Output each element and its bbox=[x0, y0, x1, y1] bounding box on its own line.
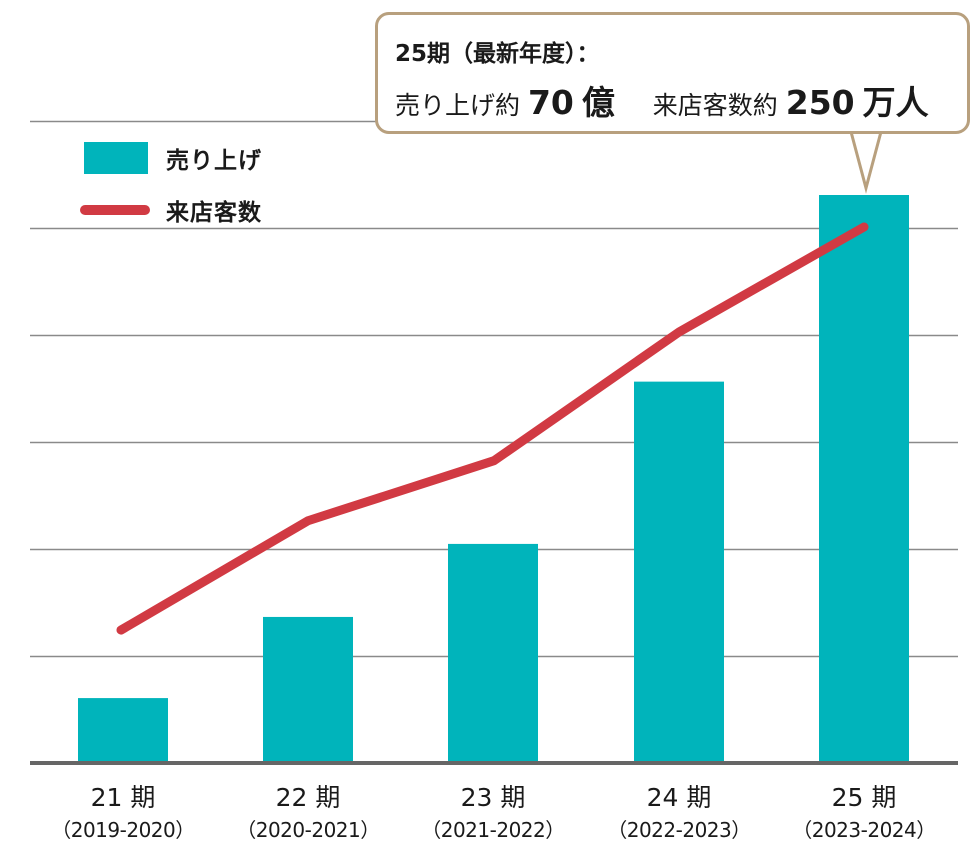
callout-box bbox=[375, 12, 970, 134]
period-label: 23 期 bbox=[460, 783, 526, 812]
x-label-23: 23 期 （2021-2022） bbox=[403, 782, 583, 846]
callout-title: 25期（最新年度）： bbox=[395, 41, 600, 67]
legend-item-customers: 来店客数 bbox=[80, 184, 262, 236]
customers-line bbox=[116, 222, 869, 635]
x-label-21: 21 期 （2019-2020） bbox=[33, 782, 213, 846]
years-label: （2022-2023） bbox=[607, 818, 751, 842]
x-label-24: 24 期 （2022-2023） bbox=[589, 782, 769, 846]
sales-bars bbox=[78, 195, 909, 763]
callout-summary: 売り上げ約 70 億 来店客数約 250 万人 bbox=[395, 76, 929, 124]
callout-sales-unit: 億 bbox=[581, 83, 615, 122]
sales-bar bbox=[263, 616, 353, 763]
period-label: 24 期 bbox=[646, 783, 712, 812]
years-label: （2021-2022） bbox=[421, 818, 565, 842]
period-label: 25 期 bbox=[831, 783, 897, 812]
sales-bar bbox=[819, 195, 909, 763]
legend: 売り上げ 来店客数 bbox=[80, 132, 262, 236]
customers-swatch-icon bbox=[80, 205, 150, 215]
sales-swatch-icon bbox=[84, 142, 148, 174]
period-label: 22 期 bbox=[275, 783, 341, 812]
x-label-22: 22 期 （2020-2021） bbox=[218, 782, 398, 846]
callout-customers-value: 250 bbox=[785, 83, 855, 122]
legend-label-customers: 来店客数 bbox=[166, 200, 262, 226]
legend-item-sales: 売り上げ bbox=[80, 132, 262, 184]
years-label: （2023-2024） bbox=[792, 818, 936, 842]
sales-bar bbox=[448, 543, 538, 763]
period-label: 21 期 bbox=[90, 783, 156, 812]
callout-customers-prefix: 来店客数約 bbox=[652, 91, 778, 120]
x-label-25: 25 期 （2023-2024） bbox=[774, 782, 954, 846]
callout: 25期（最新年度）： 売り上げ約 70 億 来店客数約 250 万人 bbox=[375, 12, 970, 134]
callout-sales-value: 70 bbox=[527, 83, 574, 122]
sales-bar bbox=[78, 698, 168, 763]
callout-sales-prefix: 売り上げ約 bbox=[395, 91, 521, 120]
callout-customers-unit: 万人 bbox=[862, 83, 929, 122]
years-label: （2020-2021） bbox=[236, 818, 380, 842]
callout-pointer bbox=[848, 126, 884, 194]
years-label: （2019-2020） bbox=[51, 818, 195, 842]
legend-label-sales: 売り上げ bbox=[166, 148, 262, 174]
sales-bar bbox=[634, 381, 724, 763]
